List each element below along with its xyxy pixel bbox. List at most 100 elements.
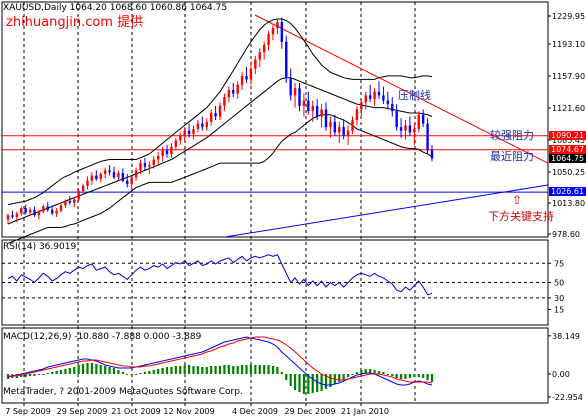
candle-body — [430, 150, 434, 159]
macd-histogram-bar — [179, 366, 182, 374]
candle-body — [302, 100, 306, 106]
candle-body — [99, 173, 102, 180]
macd-histogram-bar — [108, 367, 111, 374]
strong-resistance-label: 较强阻力 — [490, 129, 534, 142]
price-axis-tick-label: 978.60 — [552, 230, 580, 239]
support-label: 下方关键支持 — [488, 210, 554, 223]
macd-histogram-bar — [395, 374, 398, 378]
macd-histogram-bar — [28, 374, 32, 376]
candle-body — [108, 170, 111, 173]
candle-body — [152, 159, 155, 165]
candle-body — [417, 114, 420, 129]
candle-body — [81, 185, 85, 191]
macd-histogram-bar — [249, 365, 253, 374]
candle-body — [338, 127, 341, 133]
macd-histogram-bar — [307, 374, 310, 394]
macd-histogram-bar — [320, 374, 323, 391]
macd-histogram-bar — [210, 366, 213, 374]
macd-histogram-bar — [271, 366, 275, 374]
macd-axis-tick-label: 38.149 — [552, 332, 580, 341]
candle-body — [86, 180, 89, 186]
macd-histogram-bar — [245, 365, 248, 374]
candle-body — [280, 22, 284, 42]
candle-body — [364, 95, 367, 103]
macd-histogram-bar — [276, 367, 279, 374]
macd-histogram-bar — [338, 374, 341, 382]
candle-body — [50, 209, 54, 214]
candle-body — [161, 150, 164, 156]
macd-histogram-bar — [236, 366, 239, 374]
candle-body — [95, 175, 98, 180]
candle-body — [126, 180, 129, 185]
candle-body — [205, 121, 208, 128]
candle-body — [307, 100, 310, 112]
candle-body — [368, 95, 372, 99]
bollinger-upper-band — [7, 18, 433, 206]
macd-axis-tick-label: 0.00 — [552, 370, 570, 379]
macd-histogram-bar — [33, 374, 36, 376]
macd-histogram-bar — [51, 372, 54, 374]
macd-histogram-bar — [227, 365, 230, 374]
candle-body — [254, 59, 257, 69]
macd-histogram-bar — [399, 374, 403, 379]
macd-histogram-bar — [391, 374, 394, 376]
candle-body — [11, 215, 14, 217]
macd-histogram-bar — [90, 363, 94, 374]
candle-body — [20, 208, 23, 214]
candle-body — [15, 213, 19, 217]
candle-body — [271, 28, 275, 35]
macd-histogram-bar — [342, 374, 345, 380]
candle-body — [68, 201, 72, 203]
candle-body — [236, 84, 239, 94]
date-axis-label: 21 Jan 2010 — [341, 407, 389, 416]
candle-body — [165, 150, 169, 155]
rsi-axis-tick-label: 30 — [554, 294, 564, 303]
candle-body — [46, 206, 49, 210]
macd-histogram-bar — [73, 367, 76, 374]
bollinger-middle-band — [7, 77, 433, 225]
copyright: MetaTrader, ? 2001-2009 MetaQuotes Softw… — [3, 387, 243, 397]
date-axis-label: 4 Dec 2009 — [232, 407, 278, 416]
macd-histogram-bar — [267, 365, 270, 374]
candle-body — [174, 140, 178, 147]
macd-histogram-bar — [205, 367, 208, 374]
macd-signal-line — [8, 336, 433, 384]
candle-body — [196, 123, 200, 129]
macd-histogram-bar — [346, 374, 350, 377]
macd-histogram-bar — [426, 374, 429, 380]
price-axis-tick-label: 1013.80 — [552, 199, 585, 208]
macd-histogram-bar — [355, 372, 359, 374]
macd-histogram-bar — [404, 374, 407, 379]
candle-body — [73, 199, 76, 203]
symbol-header: XAUUSD,Daily 1064.20 1068.60 1060.86 106… — [3, 3, 228, 13]
candle-body — [214, 112, 217, 117]
macd-histogram-bar — [218, 366, 222, 374]
macd-histogram-bar — [289, 374, 292, 386]
candle-body — [24, 208, 27, 213]
candle-body — [315, 105, 319, 117]
candle-body — [391, 104, 394, 112]
candle-body — [192, 128, 195, 135]
candle-body — [413, 128, 416, 133]
macd-histogram-bar — [413, 374, 416, 377]
macd-histogram-bar — [117, 370, 120, 374]
candle-body — [298, 88, 301, 106]
price-axis-tick-label: 1050.25 — [552, 168, 585, 177]
macd-histogram-bar — [298, 374, 301, 392]
macd-histogram-bar — [148, 371, 151, 374]
pressure-line-label: 压制线 — [398, 89, 431, 102]
candle-body — [262, 45, 266, 53]
candle-body — [355, 109, 359, 121]
macd-histogram-bar — [302, 374, 306, 394]
macd-histogram-bar — [134, 374, 138, 375]
price-axis-tick-label: 1085.45 — [552, 136, 585, 145]
rsi-label: RSI(14) 36.9019 — [3, 242, 77, 252]
candle-body — [285, 41, 288, 78]
macd-histogram-bar — [165, 367, 169, 374]
macd-histogram-bar — [263, 365, 266, 374]
candle-body — [373, 91, 376, 99]
candle-body — [37, 211, 41, 216]
macd-histogram-bar — [201, 367, 204, 374]
candle-body — [232, 90, 235, 94]
